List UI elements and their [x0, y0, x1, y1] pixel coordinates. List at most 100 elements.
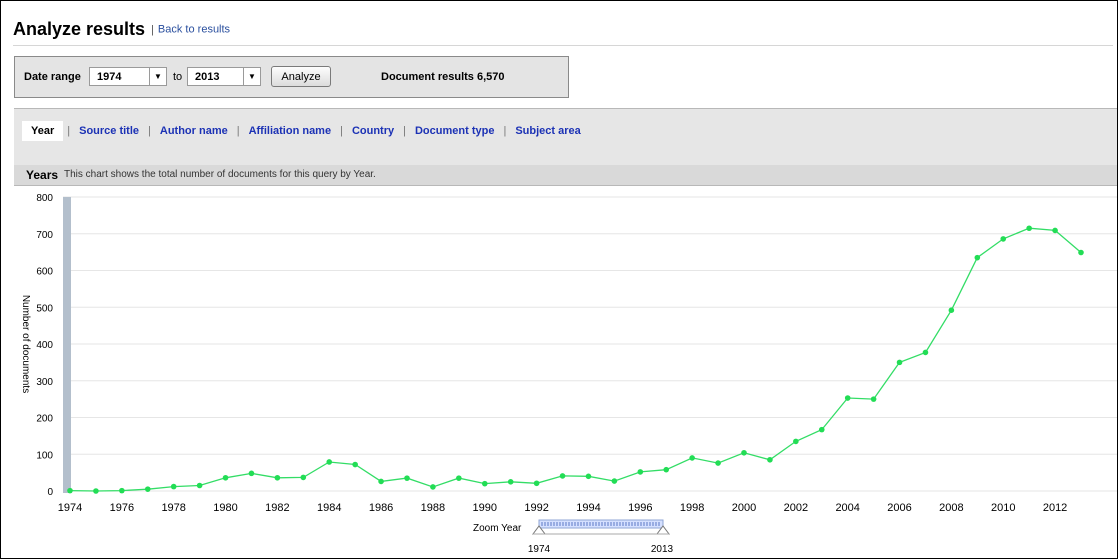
data-point[interactable] [1078, 249, 1084, 256]
series-line [69, 227, 1082, 492]
data-point[interactable] [119, 487, 125, 494]
data-point[interactable] [663, 466, 670, 473]
title-divider [13, 45, 1113, 46]
tab-document-type[interactable]: Document type [414, 125, 495, 137]
analysis-tab-panel: Year | Source title | Author name | Affiliatio… [14, 108, 1117, 166]
data-point[interactable] [196, 482, 203, 489]
y-axis-title: Number of documents [20, 295, 31, 393]
data-point[interactable] [533, 480, 540, 487]
data-point[interactable] [93, 488, 99, 494]
data-point[interactable] [922, 349, 929, 356]
tab-author-name[interactable]: Author name [159, 125, 228, 137]
x-tick-label: 2002 [784, 502, 808, 514]
data-point[interactable] [404, 475, 410, 481]
data-point[interactable] [170, 483, 177, 490]
x-tick-label: 2000 [732, 502, 756, 514]
analyze-button[interactable]: Analyze [271, 66, 331, 87]
x-tick-label: 2010 [991, 502, 1015, 514]
data-point[interactable] [352, 461, 358, 468]
tab-separator: | [148, 125, 151, 137]
x-tick-label: 2006 [887, 502, 911, 514]
y-tick-label: 200 [36, 414, 53, 425]
to-year-value: 2013 [195, 71, 220, 83]
data-point[interactable] [896, 359, 903, 366]
data-point[interactable] [585, 473, 592, 480]
y-tick-label: 400 [36, 340, 53, 351]
chart-header-bar: Years This chart shows the total number … [14, 165, 1117, 186]
tab-source-title[interactable]: Source title [79, 125, 140, 137]
y-axis-bar [63, 197, 71, 493]
chart-section-title: Years [26, 168, 59, 182]
data-point[interactable] [741, 449, 747, 456]
y-tick-label: 600 [36, 267, 53, 278]
data-point[interactable] [507, 479, 514, 485]
tab-year[interactable]: Year [22, 121, 64, 141]
data-point[interactable] [637, 469, 644, 475]
data-point[interactable] [870, 396, 877, 402]
back-to-results-link[interactable]: Back to results [157, 23, 231, 36]
data-point[interactable] [67, 487, 73, 494]
data-point[interactable] [144, 486, 151, 492]
data-point[interactable] [274, 474, 281, 481]
chevron-down-icon[interactable]: ▼ [243, 68, 260, 85]
chevron-down-icon[interactable]: ▼ [149, 68, 166, 85]
y-tick-label: 300 [36, 377, 53, 388]
data-point[interactable] [326, 459, 333, 465]
analysis-tabs: Year | Source title | Author name | Affiliatio… [22, 121, 586, 141]
data-point[interactable] [1026, 225, 1032, 232]
x-tick-label: 1996 [628, 502, 652, 514]
x-tick-label: 1998 [680, 502, 704, 514]
data-point[interactable] [793, 438, 799, 445]
x-tick-label: 1980 [213, 502, 237, 514]
data-point[interactable] [611, 478, 618, 484]
data-point[interactable] [481, 480, 488, 487]
x-tick-labels: 1974 1976 1978 1980 1982 1984 1986 1988 1990 1992… [58, 502, 1068, 514]
document-results-count: Document results 6,570 [381, 71, 505, 83]
to-year-select[interactable]: 2013 ▼ [187, 67, 261, 86]
data-point[interactable] [844, 395, 851, 401]
data-point[interactable] [818, 426, 825, 433]
y-tick-label: 500 [36, 303, 53, 314]
tab-separator: | [67, 125, 71, 137]
tab-subject-area[interactable]: Subject area [515, 125, 581, 137]
x-tick-label: 1994 [576, 502, 600, 514]
zoom-start-year: 1974 [528, 544, 551, 555]
data-point[interactable] [300, 474, 307, 481]
x-tick-label: 1974 [58, 502, 82, 514]
date-range-panel: Date range 1974 ▼ to 2013 ▼ Analyze Docu… [14, 56, 569, 98]
tab-separator: | [403, 125, 406, 137]
x-tick-label: 1978 [161, 502, 185, 514]
data-point[interactable] [378, 478, 384, 485]
data-point[interactable] [974, 254, 981, 261]
page-title: Analyze results [13, 19, 146, 39]
tab-country[interactable]: Country [351, 125, 395, 137]
zoom-range-ticks [541, 522, 660, 526]
data-point[interactable] [430, 484, 436, 490]
data-point[interactable] [948, 307, 955, 313]
data-point[interactable] [1000, 236, 1007, 242]
y-tick-label: 700 [36, 230, 53, 241]
y-tick-label: 800 [36, 193, 53, 204]
zoom-end-year: 2013 [651, 544, 674, 555]
data-point[interactable] [1052, 227, 1058, 234]
x-tick-label: 1988 [421, 502, 445, 514]
data-point[interactable] [248, 470, 255, 477]
chart-description: This chart shows the total number of doc… [64, 169, 376, 180]
tab-separator: | [503, 125, 507, 137]
x-tick-label: 1992 [524, 502, 548, 514]
data-point[interactable] [689, 455, 695, 461]
from-year-select[interactable]: 1974 ▼ [89, 67, 167, 86]
tab-separator: | [340, 125, 343, 137]
data-point[interactable] [456, 475, 462, 481]
data-point[interactable] [559, 473, 566, 479]
data-point[interactable] [222, 474, 229, 481]
x-tick-label: 1976 [110, 502, 134, 514]
date-range-label: Date range [24, 71, 81, 83]
data-point[interactable] [767, 456, 773, 463]
zoom-range-bar[interactable] [538, 519, 664, 529]
tab-separator: | [236, 125, 240, 137]
tab-affiliation-name[interactable]: Affiliation name [248, 125, 332, 137]
data-point[interactable] [715, 460, 721, 466]
chart-grid [63, 196, 1117, 492]
